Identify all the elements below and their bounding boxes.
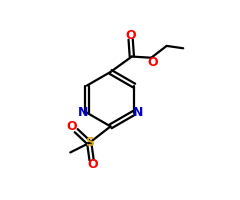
- Text: O: O: [87, 158, 98, 171]
- Text: O: O: [67, 120, 77, 133]
- Text: S: S: [85, 136, 94, 149]
- Text: O: O: [147, 56, 158, 69]
- Text: N: N: [78, 106, 89, 119]
- Text: N: N: [132, 106, 143, 119]
- Text: O: O: [125, 29, 136, 42]
